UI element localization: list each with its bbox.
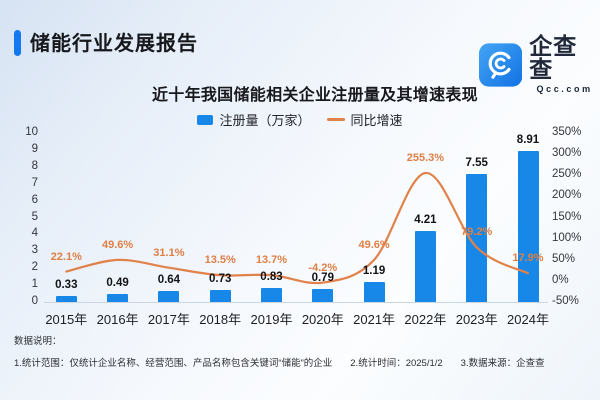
chart-title: 近十年我国储能相关企业注册量及其增速表现 <box>151 87 478 104</box>
registration-bar <box>414 230 436 302</box>
growth-rate-label: 79.2% <box>461 226 493 239</box>
left-axis-tick: 4 <box>31 227 38 240</box>
growth-rate-label: -4.2% <box>308 261 338 274</box>
registration-bar <box>363 281 385 302</box>
footnote-list: 1.统计范围：仅统计企业名称、经营范围、产品名称包含关键词“储能”的企业 2.统计… <box>14 357 563 369</box>
registration-bar <box>158 291 180 302</box>
chart-footnotes: 数据说明： 1.统计范围：仅统计企业名称、经营范围、产品名称包含关键词“储能”的… <box>14 337 563 368</box>
left-axis-tick: 9 <box>31 142 38 155</box>
left-axis-tick: 7 <box>31 176 38 189</box>
bar-value-label: 8.91 <box>516 134 540 147</box>
footnote-heading: 数据说明： <box>14 336 62 347</box>
header-accent-bar <box>14 30 21 56</box>
bar-value-label: 7.55 <box>465 157 488 170</box>
legend-item-line: 同比增速 <box>326 110 403 129</box>
growth-rate-label: 17.9% <box>512 252 544 265</box>
bar-value-label: 0.33 <box>55 279 78 292</box>
left-axis-tick: 2 <box>31 261 38 274</box>
qcc-logo-domain: Qcc.com <box>536 84 593 94</box>
legend-line-label: 同比增速 <box>350 113 403 128</box>
growth-rate-label: 49.6% <box>358 238 390 251</box>
x-axis-line <box>44 302 548 303</box>
chart-legend: 注册量（万家） 同比增速 <box>0 110 600 129</box>
bar-value-label: 4.21 <box>414 213 437 226</box>
right-axis-tick: 100% <box>552 231 582 244</box>
registration-bar <box>55 296 77 302</box>
growth-rate-label: 255.3% <box>406 152 445 164</box>
right-axis-tick: 350% <box>552 126 582 138</box>
footnote-item: 2.统计时间：2025/1/2 <box>350 357 443 369</box>
left-axis-tick: 10 <box>25 126 38 138</box>
left-axis-tick: 8 <box>31 159 38 172</box>
legend-bar-label: 注册量（万家） <box>219 113 311 128</box>
bar-value-label: 0.49 <box>106 276 129 289</box>
x-axis-label: 2022年 <box>404 312 447 327</box>
right-axis-tick: 200% <box>552 189 582 202</box>
x-axis-label: 2024年 <box>507 312 549 327</box>
qcc-logo-name: 企查查 <box>529 33 578 82</box>
magnifier-c-icon <box>479 42 523 87</box>
footnote-item: 3.数据来源：企查查 <box>460 357 545 369</box>
footnote-item: 1.统计范围：仅统计企业名称、经营范围、产品名称包含关键词“储能”的企业 <box>14 357 333 369</box>
left-axis-tick: 1 <box>31 278 38 291</box>
x-axis-label: 2016年 <box>96 312 139 327</box>
registration-bar <box>107 293 129 302</box>
right-axis-tick: 0% <box>552 273 569 286</box>
registration-bar <box>261 287 282 302</box>
left-axis-tick: 3 <box>31 244 38 257</box>
left-axis-tick: 5 <box>31 210 38 223</box>
right-axis-tick: 50% <box>552 252 576 265</box>
bar-value-label: 0.73 <box>208 272 232 285</box>
growth-rate-label: 22.1% <box>50 250 82 263</box>
x-axis-label: 2017年 <box>147 312 190 327</box>
x-axis-label: 2018年 <box>199 312 242 327</box>
registration-bar <box>517 151 539 302</box>
x-axis-label: 2021年 <box>353 312 396 327</box>
bar-value-label: 0.64 <box>157 274 181 287</box>
bar-value-label: 1.19 <box>362 264 386 277</box>
right-axis-tick: 150% <box>552 210 582 223</box>
x-axis-label: 2023年 <box>455 312 498 327</box>
right-axis-tick: -50% <box>552 295 579 307</box>
legend-bar-swatch <box>197 114 214 125</box>
right-axis-tick: 250% <box>552 168 582 181</box>
report-title: 储能行业发展报告 <box>30 33 198 55</box>
left-axis-tick: 0 <box>31 295 38 307</box>
right-axis-tick: 300% <box>552 147 582 160</box>
registration-bar <box>312 288 334 302</box>
x-axis-label: 2020年 <box>301 312 344 327</box>
registration-bar <box>209 289 231 302</box>
legend-item-bar: 注册量（万家） <box>197 110 311 129</box>
x-axis-label: 2019年 <box>250 312 293 327</box>
legend-line-swatch <box>326 118 345 121</box>
left-axis-tick: 6 <box>31 193 38 206</box>
qcc-logo: 企查查 Qcc.com <box>479 35 600 94</box>
x-axis-label: 2015年 <box>45 312 88 327</box>
